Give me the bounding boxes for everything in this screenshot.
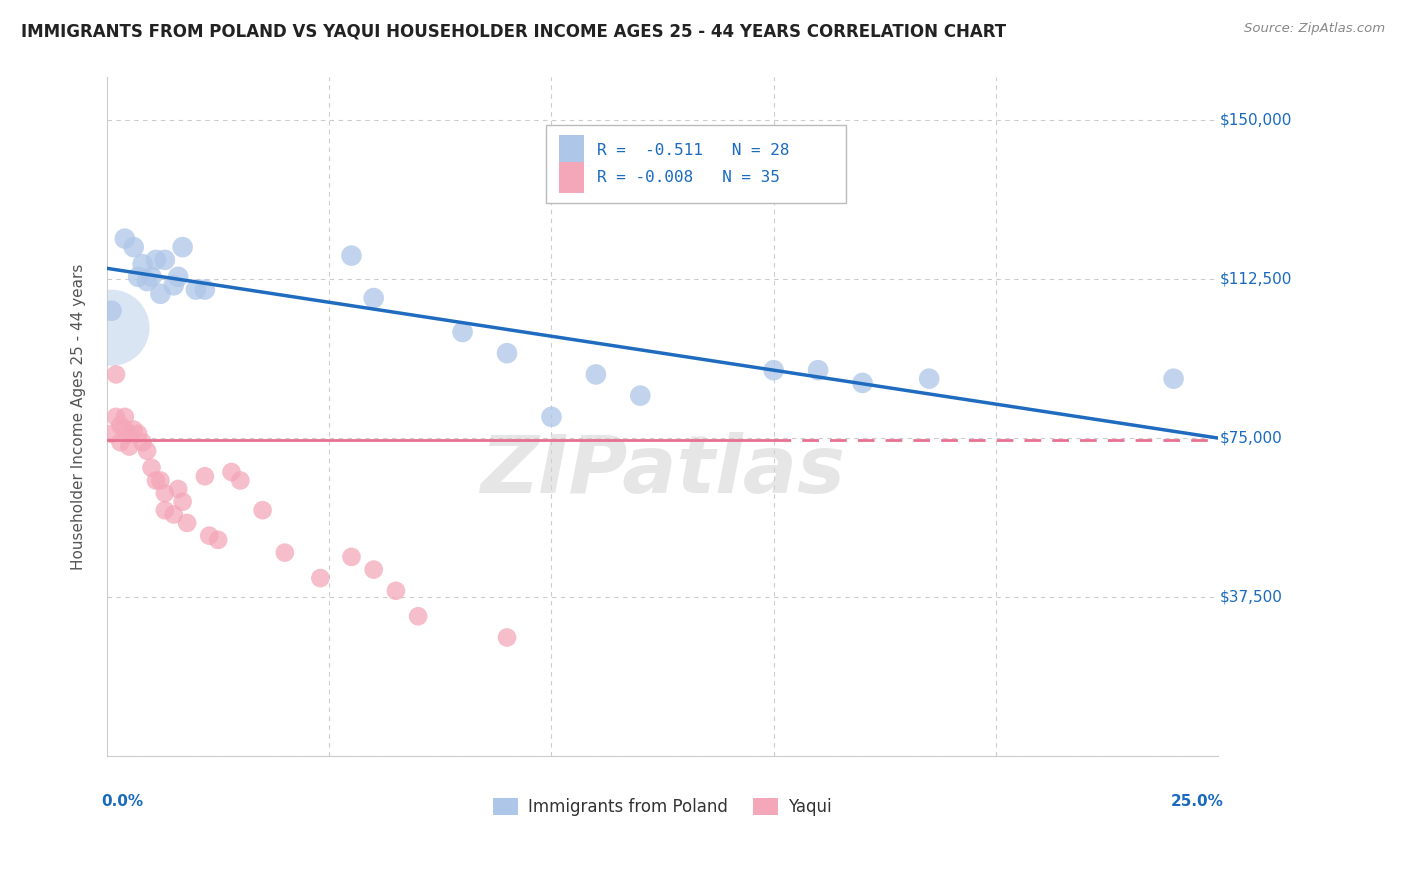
Point	[762, 363, 785, 377]
Point	[451, 325, 474, 339]
Point	[136, 443, 159, 458]
Point	[118, 440, 141, 454]
Point	[163, 508, 186, 522]
Point	[340, 249, 363, 263]
Point	[807, 363, 830, 377]
Text: $37,500: $37,500	[1220, 590, 1284, 605]
Y-axis label: Householder Income Ages 25 - 44 years: Householder Income Ages 25 - 44 years	[72, 264, 86, 570]
Point	[127, 269, 149, 284]
Point	[194, 283, 217, 297]
Point	[198, 528, 221, 542]
Text: R = -0.008   N = 35: R = -0.008 N = 35	[598, 170, 780, 185]
Point	[118, 426, 141, 441]
Point	[104, 368, 127, 382]
Point	[309, 571, 332, 585]
Text: $112,500: $112,500	[1220, 271, 1292, 286]
Point	[1163, 372, 1185, 386]
Point	[114, 409, 136, 424]
Point	[585, 368, 607, 382]
Point	[149, 286, 172, 301]
Point	[153, 486, 176, 500]
Point	[131, 257, 153, 271]
Point	[141, 269, 163, 284]
Point	[122, 423, 145, 437]
Point	[340, 549, 363, 564]
Point	[540, 409, 562, 424]
Text: 25.0%: 25.0%	[1171, 794, 1223, 808]
Point	[363, 291, 385, 305]
Point	[851, 376, 873, 390]
Point	[274, 546, 297, 560]
Legend: Immigrants from Poland, Yaqui: Immigrants from Poland, Yaqui	[486, 791, 838, 822]
Point	[127, 426, 149, 441]
Bar	[560, 162, 583, 193]
Text: $75,000: $75,000	[1220, 431, 1284, 446]
Point	[153, 252, 176, 267]
Point	[172, 240, 194, 254]
Point	[131, 435, 153, 450]
Point	[221, 465, 243, 479]
Point	[385, 583, 408, 598]
Point	[207, 533, 229, 547]
Point	[153, 503, 176, 517]
Text: ZIPatlas: ZIPatlas	[479, 432, 845, 510]
Point	[100, 426, 122, 441]
Text: 0.0%: 0.0%	[101, 794, 143, 808]
Point	[114, 232, 136, 246]
Point	[229, 474, 252, 488]
Point	[496, 631, 519, 645]
Point	[110, 435, 132, 450]
Point	[628, 389, 651, 403]
Bar	[560, 136, 583, 166]
Point	[122, 240, 145, 254]
Point	[104, 409, 127, 424]
Point	[149, 474, 172, 488]
Point	[145, 252, 167, 267]
FancyBboxPatch shape	[546, 125, 846, 203]
Point	[918, 372, 941, 386]
Point	[100, 303, 122, 318]
Text: R =  -0.511   N = 28: R = -0.511 N = 28	[598, 143, 790, 158]
Point	[406, 609, 429, 624]
Point	[141, 460, 163, 475]
Point	[114, 423, 136, 437]
Point	[145, 474, 167, 488]
Point	[176, 516, 198, 530]
Point	[172, 494, 194, 508]
Text: IMMIGRANTS FROM POLAND VS YAQUI HOUSEHOLDER INCOME AGES 25 - 44 YEARS CORRELATIO: IMMIGRANTS FROM POLAND VS YAQUI HOUSEHOL…	[21, 22, 1007, 40]
Point	[167, 482, 190, 496]
Point	[496, 346, 519, 360]
Point	[167, 269, 190, 284]
Point	[184, 283, 207, 297]
Point	[163, 278, 186, 293]
Point	[110, 418, 132, 433]
Point	[252, 503, 274, 517]
Point	[136, 274, 159, 288]
Text: Source: ZipAtlas.com: Source: ZipAtlas.com	[1244, 22, 1385, 36]
Point	[100, 320, 122, 334]
Text: $150,000: $150,000	[1220, 112, 1292, 128]
Point	[363, 563, 385, 577]
Point	[194, 469, 217, 483]
